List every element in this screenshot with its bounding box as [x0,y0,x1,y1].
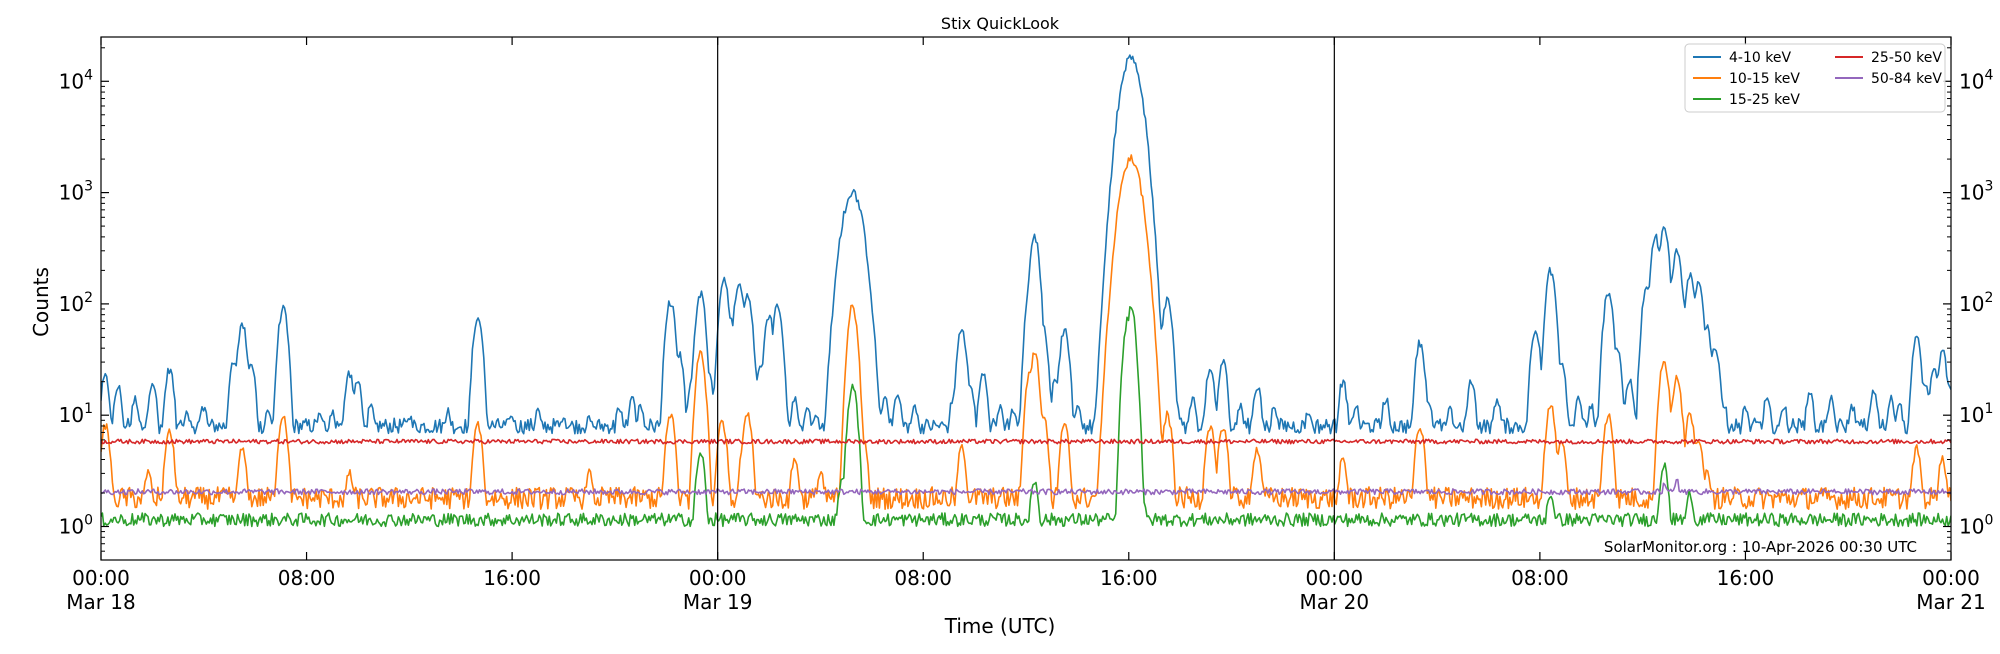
legend-label-4: 50-84 keV [1871,71,1942,87]
x-tick-label-date-6: Mar 20 [1300,590,1370,614]
y-tick-label-right-0: 100 [1959,512,1993,538]
series-layer [101,54,1951,528]
chart-title: Stix QuickLook [941,14,1060,33]
x-tick-label-time-2: 16:00 [483,566,541,590]
solarmonitor-annotation: SolarMonitor.org : 10-Apr-2026 00:30 UTC [1604,538,1917,556]
legend-label-3: 25-50 keV [1871,50,1942,66]
x-tick-label-time-4: 08:00 [894,566,952,590]
series-line-15-25-keV [101,306,1951,528]
y-tick-label-left-0: 100 [59,512,93,538]
y-tick-label-right-2: 102 [1959,290,1993,316]
legend-label-1: 10-15 keV [1729,71,1800,87]
legend-label-2: 15-25 keV [1729,92,1800,108]
y-tick-label-right-3: 103 [1959,179,1993,205]
series-line-25-50-keV [101,438,1951,445]
legend: 4-10 keV 10-15 keV 15-25 keV 25-50 keV 50-84… [1684,43,1946,113]
y-tick-label-left-2: 102 [59,290,93,316]
legend-box [1684,43,1946,113]
series-line-10-15-keV [101,154,1951,510]
x-tick-label-time-8: 16:00 [1717,566,1775,590]
x-tick-label-time-1: 08:00 [278,566,336,590]
x-axis-label: Time (UTC) [944,614,1056,638]
y-tick-label-right-4: 104 [1959,67,1993,93]
x-tick-label-time-5: 16:00 [1100,566,1158,590]
y-tick-label-left-3: 103 [59,179,93,205]
x-tick-label-time-0: 00:00 [72,566,130,590]
x-tick-label-date-9: Mar 21 [1916,590,1986,614]
series-line-4-10-keV [101,54,1951,435]
x-tick-label-time-9: 00:00 [1922,566,1980,590]
x-tick-label-date-3: Mar 19 [683,590,753,614]
y-tick-label-left-4: 104 [59,67,93,93]
legend-label-0: 4-10 keV [1729,50,1791,66]
y-tick-label-left-1: 101 [59,401,93,427]
x-tick-label-time-6: 00:00 [1306,566,1364,590]
x-tick-label-date-0: Mar 18 [66,590,136,614]
x-tick-label-time-7: 08:00 [1511,566,1569,590]
y-tick-label-right-1: 101 [1959,401,1993,427]
x-tick-label-time-3: 00:00 [689,566,747,590]
plot-frame [100,36,1952,561]
y-axis-label: Counts [29,267,53,337]
day-separators [717,37,1335,560]
series-line-50-84-keV [101,478,1951,496]
